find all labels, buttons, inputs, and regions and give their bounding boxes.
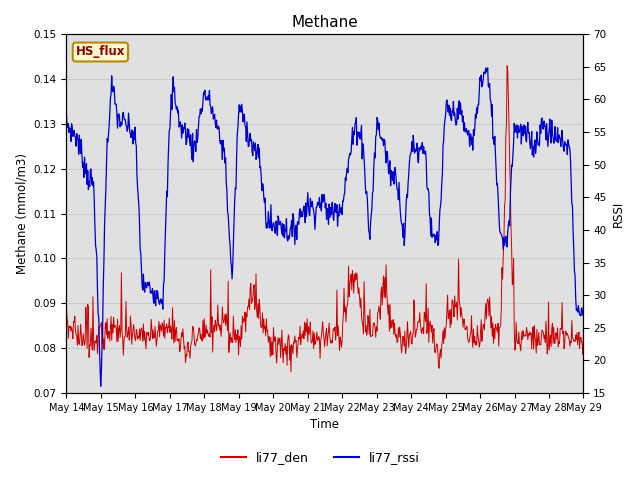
Legend: li77_den, li77_rssi: li77_den, li77_rssi [216, 446, 424, 469]
Y-axis label: Methane (mmol/m3): Methane (mmol/m3) [15, 153, 28, 274]
X-axis label: Time: Time [310, 419, 339, 432]
Text: HS_flux: HS_flux [76, 46, 125, 59]
Y-axis label: RSSI: RSSI [612, 201, 625, 227]
Title: Methane: Methane [292, 15, 358, 30]
